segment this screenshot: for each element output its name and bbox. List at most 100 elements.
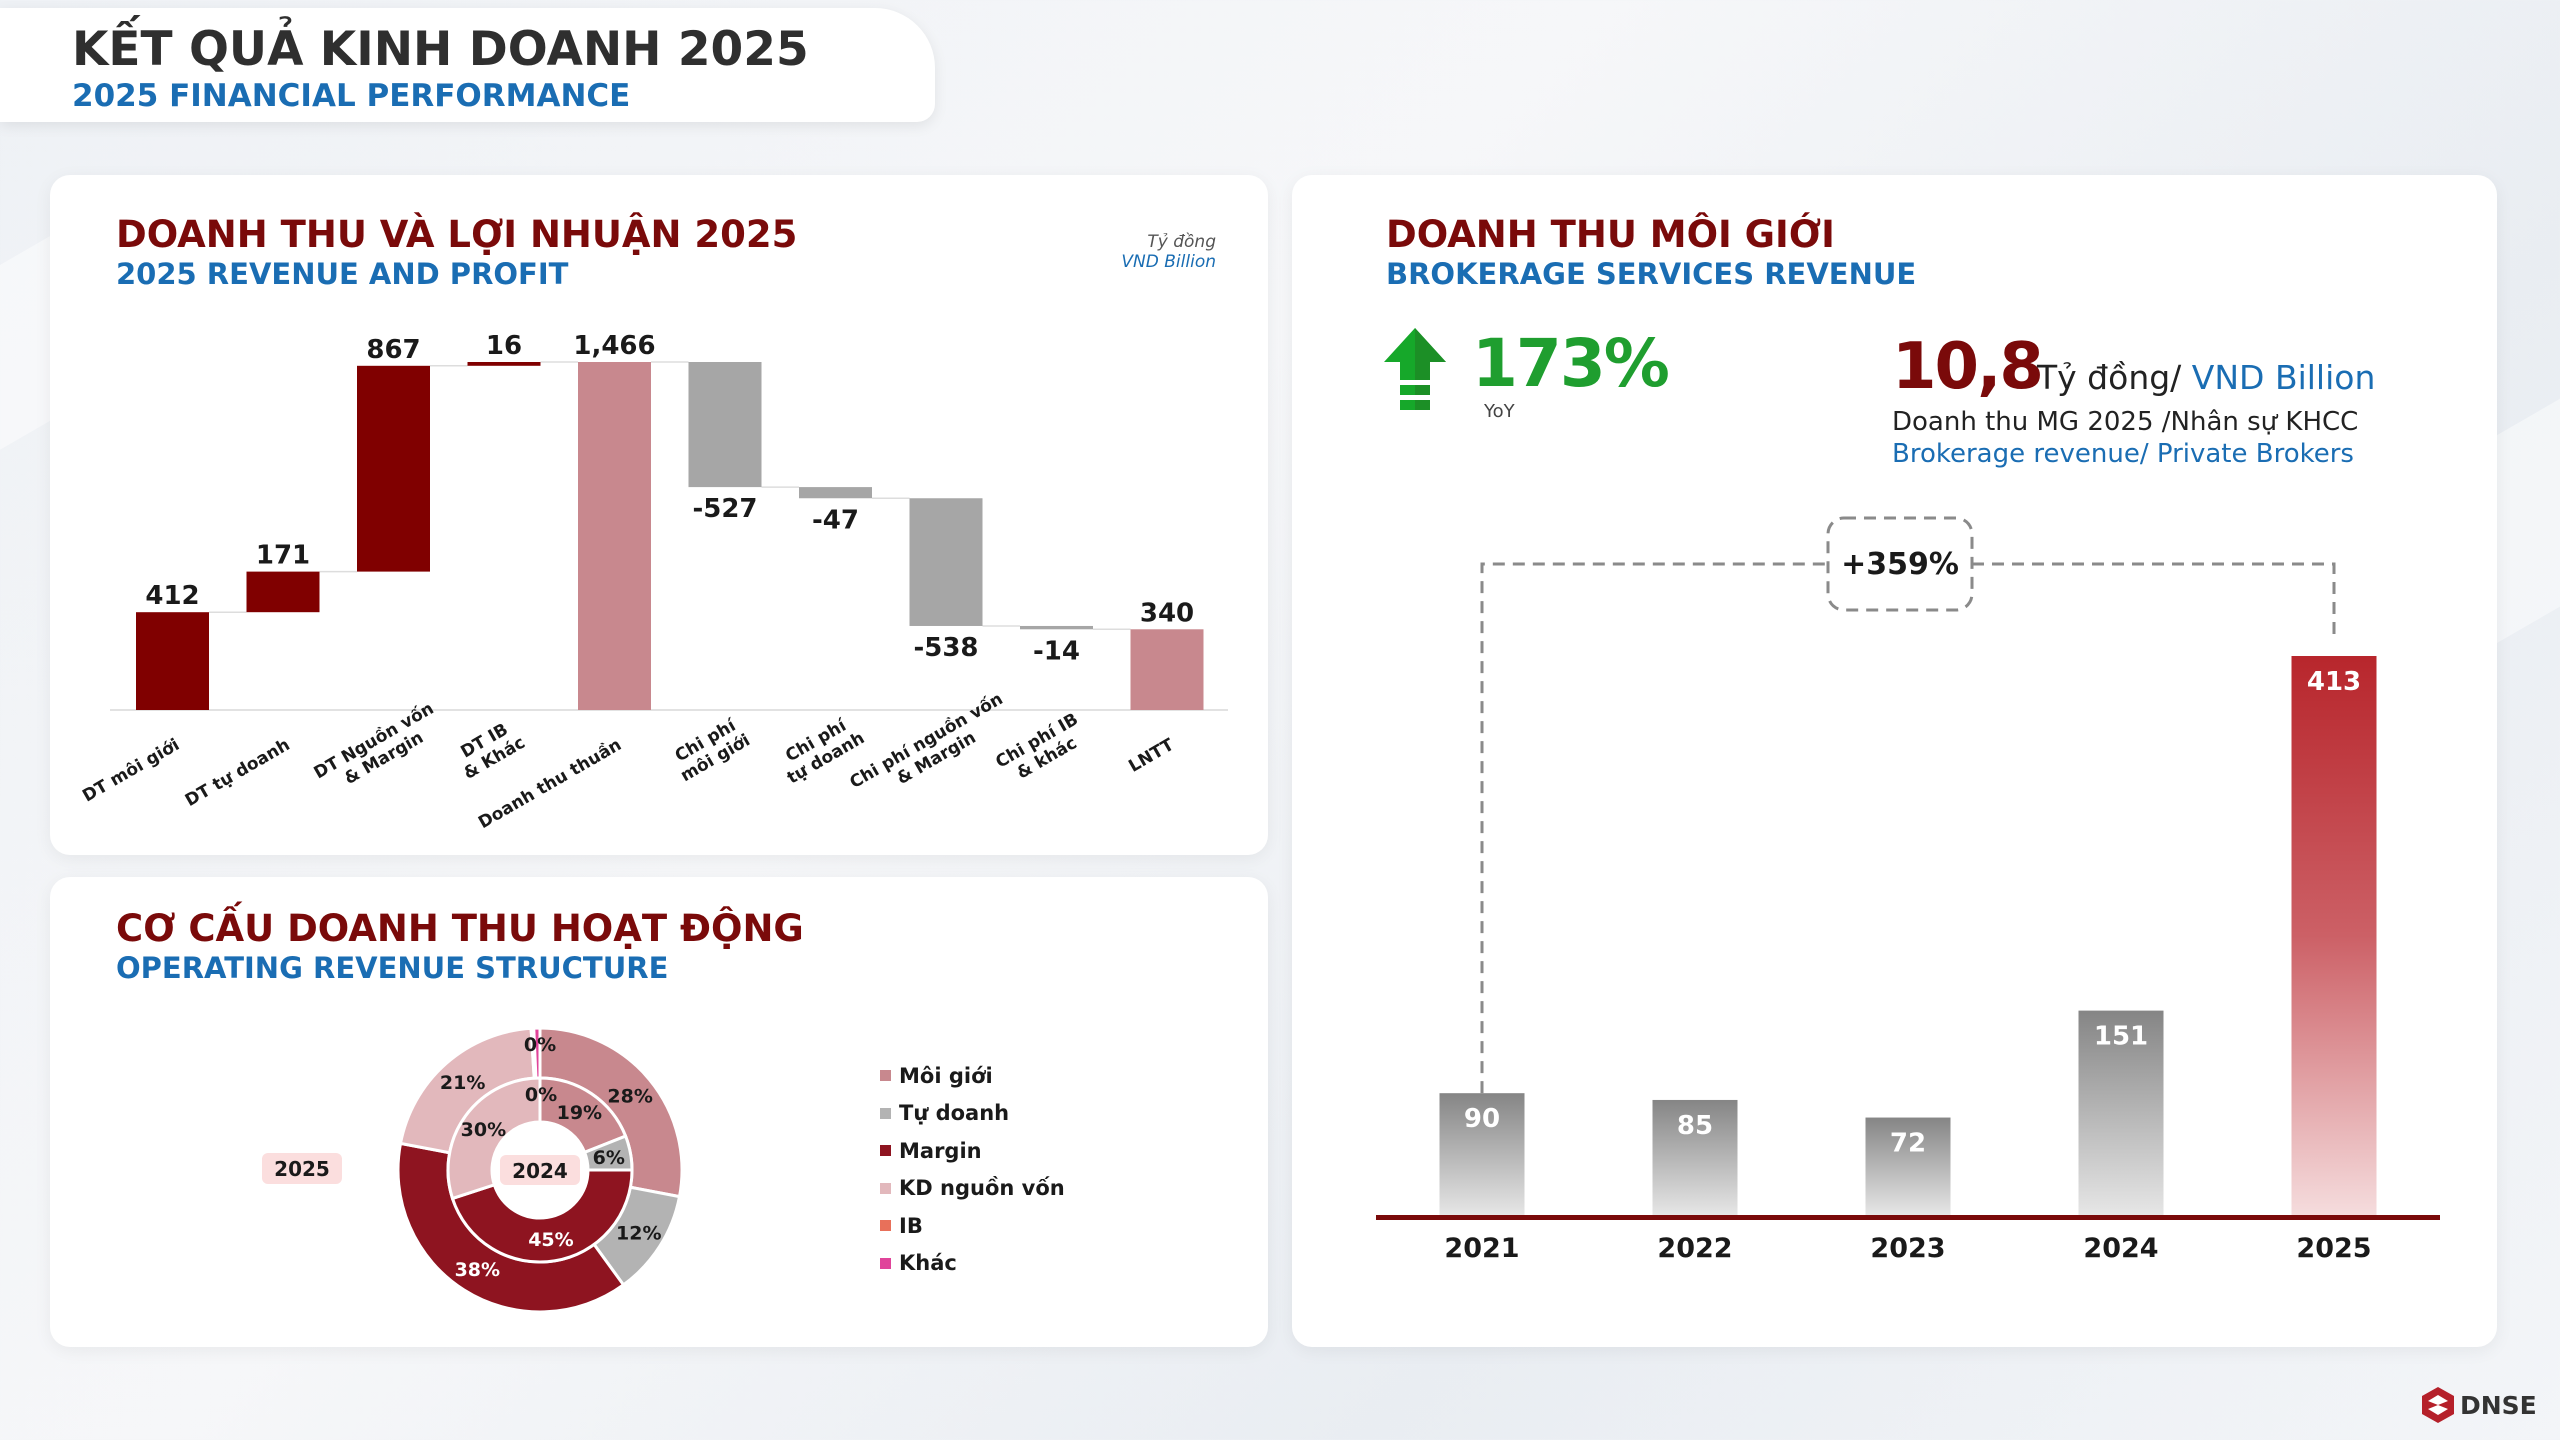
header-card: KẾT QUẢ KINH DOANH 2025 2025 FINANCIAL P… [0, 8, 935, 122]
brokerage-panel: DOANH THU MÔI GIỚI BROKERAGE SERVICES RE… [1292, 175, 2497, 1347]
panel-subtitle: 2025 REVENUE AND PROFIT [116, 257, 569, 291]
panel-title: DOANH THU MÔI GIỚI [1386, 213, 1835, 256]
legend-item: Môi giới [880, 1057, 1065, 1095]
waterfall-bar [136, 612, 209, 710]
dnse-logo-icon [2422, 1387, 2454, 1423]
x-tick-label: 2021 [1444, 1233, 1519, 1264]
slice-label: 12% [616, 1223, 661, 1245]
revenue-profit-panel: DOANH THU VÀ LỢI NHUẬN 2025 2025 REVENUE… [50, 175, 1268, 855]
panel-subtitle: OPERATING REVENUE STRUCTURE [116, 951, 669, 985]
page-subtitle: 2025 FINANCIAL PERFORMANCE [72, 78, 631, 114]
x-tick-label: DT IB& Khác [457, 720, 528, 784]
x-tick-label: 2025 [2296, 1233, 2371, 1264]
dnse-logo: DNSE [2422, 1387, 2537, 1423]
slice-label: 28% [607, 1085, 652, 1107]
data-label: -527 [692, 494, 757, 524]
bar-2024 [2078, 1010, 2164, 1215]
x-axis-line [1376, 1215, 2440, 1220]
unit-en: VND Billion [2191, 358, 2376, 397]
legend-swatch [880, 1145, 891, 1157]
x-tick-label: DT môi giới [79, 735, 183, 806]
waterfall-bar [467, 362, 541, 366]
data-label: -538 [913, 633, 978, 663]
x-tick-label: Chi phí IB& khác [992, 709, 1081, 783]
legend-swatch [880, 1070, 891, 1082]
panel-subtitle: BROKERAGE SERVICES REVENUE [1386, 257, 1917, 291]
data-label: 340 [1140, 598, 1194, 628]
growth-bracket-right [1972, 562, 2336, 641]
unit-label-en: VND Billion [1121, 252, 1216, 272]
donut-slice-2024 [450, 1168, 634, 1264]
legend-item: KD nguồn vốn [880, 1170, 1065, 1208]
waterfall-chart: 412 DT môi giới 171 DT tự doanh 867 DT Nguồn … [79, 331, 1228, 833]
slice-label: 6% [593, 1147, 625, 1169]
waterfall-bar [1130, 629, 1204, 710]
slice-label: 21% [440, 1072, 485, 1094]
bar-2021 [1439, 1093, 1525, 1215]
legend-label: Môi giới [899, 1063, 993, 1088]
growth-annotation-label: +359% [1841, 547, 1959, 582]
x-tick-label: 2022 [1657, 1233, 1732, 1264]
waterfall-bar [909, 498, 983, 626]
legend-swatch [880, 1257, 891, 1269]
bar-value-label: 413 [2307, 667, 2361, 697]
slice-label: 45% [528, 1229, 573, 1251]
legend-label: IB [899, 1213, 923, 1238]
data-label: -14 [1033, 636, 1080, 666]
bar-2022 [1652, 1099, 1738, 1215]
legend-label: Tự doanh [899, 1101, 1010, 1126]
data-label: 412 [145, 581, 199, 611]
yoy-growth-value: 173% [1472, 325, 1670, 402]
waterfall-bar [1020, 625, 1093, 630]
growth-bracket-left [1480, 562, 1828, 1094]
data-label: -47 [812, 505, 859, 535]
legend-item: Margin [880, 1132, 1065, 1170]
inner-ring-year-badge [500, 1155, 580, 1185]
x-tick-label-line: DT tự doanh [182, 735, 294, 811]
revenue-structure-panel: CƠ CẤU DOANH THU HOẠT ĐỘNG OPERATING REV… [50, 877, 1268, 1347]
legend-label: KD nguồn vốn [899, 1176, 1065, 1201]
x-tick-label: Chi phí nguồn vốn& Margin [846, 688, 1007, 793]
bar-value-label: 90 [1464, 1104, 1500, 1134]
x-tick-label-line: Chi phí nguồn vốn [846, 688, 1007, 793]
donut-slice-2024 [446, 1076, 542, 1201]
slice-label: 30% [461, 1119, 506, 1141]
revenue-per-broker-unit: Tỷ đồng/ VND Billion [2037, 358, 2375, 397]
donut-legend: Môi giới Tự doanh Margin KD nguồn vốn IB Khác [880, 1057, 1065, 1282]
waterfall-bar [688, 362, 762, 488]
revenue-per-broker-desc-en: Brokerage revenue/ Private Brokers [1892, 439, 2354, 469]
x-tick-label: DT tự doanh [182, 735, 294, 811]
legend-item: Tự doanh [880, 1095, 1065, 1133]
panel-title: CƠ CẤU DOANH THU HOẠT ĐỘNG [116, 907, 804, 950]
x-tick-label: 2024 [2083, 1233, 2158, 1264]
inner-ring-year-label: 2024 [512, 1159, 568, 1183]
waterfall-bar [799, 487, 872, 499]
legend-swatch [880, 1107, 891, 1119]
bar-value-label: 72 [1890, 1129, 1926, 1159]
unit-vi: Tỷ đồng/ [2037, 358, 2182, 397]
logo-text: DNSE [2460, 1390, 2537, 1420]
donut-chart: 28% 12% 38% 21% 19% 6% 45% 30% 0% 0% 2024 [396, 1026, 684, 1314]
legend-label: Margin [899, 1138, 982, 1163]
data-label: 16 [486, 331, 522, 361]
bar-value-label: 85 [1677, 1111, 1713, 1141]
data-label: 171 [256, 541, 310, 571]
revenue-per-broker-value: 10,8 [1892, 330, 2044, 404]
page-title: KẾT QUẢ KINH DOANH 2025 [72, 22, 809, 77]
panel-title: DOANH THU VÀ LỢI NHUẬN 2025 [116, 213, 798, 256]
slice-label: 0% [525, 1084, 557, 1106]
legend-swatch [880, 1182, 891, 1194]
waterfall-bar [357, 365, 430, 572]
waterfall-bar [578, 362, 651, 710]
legend-item: Khác [880, 1245, 1065, 1283]
up-arrow-icon [1384, 328, 1446, 410]
x-tick-label: DT Nguồn vốn& Margin [310, 698, 437, 789]
bar-2023 [1865, 1117, 1951, 1215]
data-label: 1,466 [573, 331, 655, 361]
slice-label: 19% [557, 1102, 602, 1124]
outer-ring-year-badge: 2025 [262, 1153, 342, 1184]
legend-swatch [880, 1220, 891, 1232]
brokerage-bar-chart: 90 2021 85 2022 72 2023 151 2024 413 2025 +359% [1376, 516, 2440, 1264]
x-tick-label: LNTT [1125, 735, 1177, 777]
